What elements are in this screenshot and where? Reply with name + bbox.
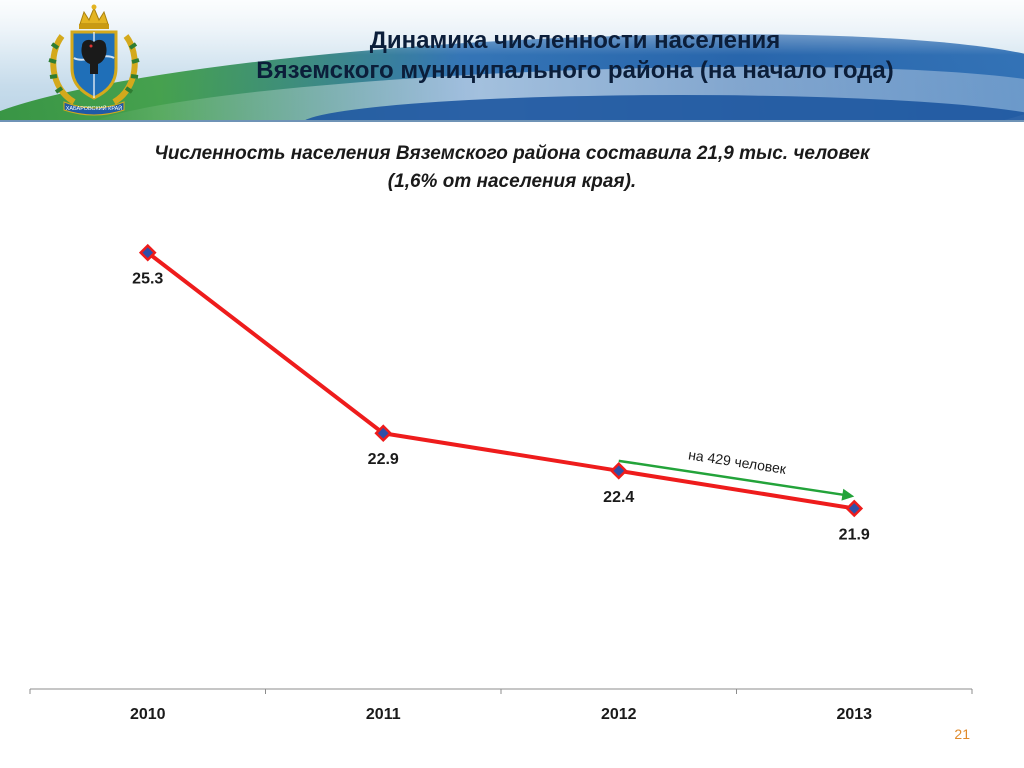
chart-axis: 2010 2011 2012 2013 <box>29 688 973 723</box>
subtitle-line-1: Численность населения Вяземского района … <box>154 143 870 164</box>
emblem-ribbon-text: ХАБАРОВСКИЙ КРАЙ <box>66 104 123 112</box>
data-label-2013: 21.9 <box>839 526 870 543</box>
banner-divider <box>0 120 1024 122</box>
coat-of-arms-icon: ХАБАРОВСКИЙ КРАЙ <box>48 4 140 116</box>
data-point-2011 <box>374 424 393 443</box>
data-point-marker <box>609 461 628 480</box>
banner-sheen <box>0 0 1024 55</box>
x-tick-label-2011: 2011 <box>366 706 401 723</box>
data-point-2013 <box>845 499 864 518</box>
data-point-marker <box>374 424 393 443</box>
x-tick-label-2010: 2010 <box>130 706 166 723</box>
data-point-2012 <box>609 461 628 480</box>
data-point-marker <box>138 243 157 262</box>
series-line <box>146 251 855 511</box>
data-point-2010 <box>138 243 157 262</box>
subtitle-line-2: (1,6% от населения края). <box>387 171 637 192</box>
annotation-arrow-line <box>618 459 845 497</box>
chart-subtitle: Численность населения Вяземского района … <box>70 140 954 196</box>
data-label-2012: 22.4 <box>603 489 634 506</box>
x-tick-label-2012: 2012 <box>601 706 637 723</box>
title-line-2: Вяземского муниципального района (на нач… <box>256 57 894 84</box>
chart-annotation: на 429 человек <box>618 446 855 501</box>
data-label-2011: 22.9 <box>368 451 399 468</box>
data-label-2010: 25.3 <box>132 271 163 288</box>
page-number: 21 <box>954 726 970 742</box>
page-title: Динамика численности населения Вяземског… <box>180 26 970 86</box>
annotation-arrowhead-icon <box>841 488 855 501</box>
data-point-marker <box>845 499 864 518</box>
chart-series: 25.3 22.9 22.4 21.9 <box>132 243 870 543</box>
header-banner <box>0 0 1024 122</box>
x-tick-label-2013: 2013 <box>836 706 872 723</box>
title-line-1: Динамика численности населения <box>369 27 781 54</box>
